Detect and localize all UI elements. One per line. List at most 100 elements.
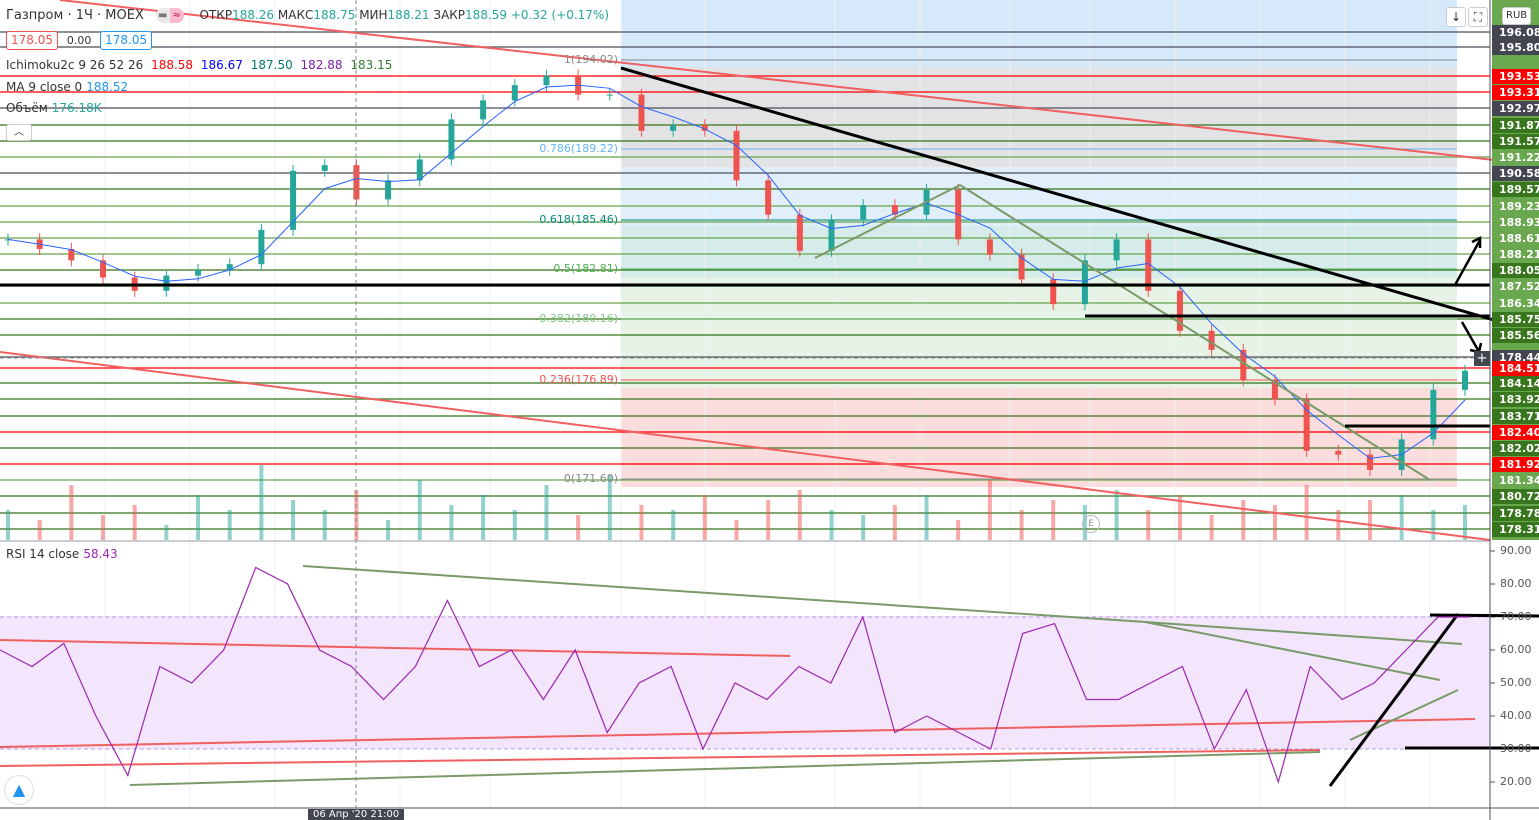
rsi-trend-green-3[interactable] bbox=[1144, 621, 1463, 645]
price-axis-label[interactable]: 191.87 bbox=[1492, 118, 1539, 133]
scroll-to-latest-button[interactable]: ↓ bbox=[1446, 7, 1466, 27]
rsi-level-black-70[interactable] bbox=[1429, 613, 1539, 618]
rsi-axis-label[interactable]: 70.00 bbox=[1500, 610, 1532, 623]
rsi-trend-green-1[interactable] bbox=[129, 751, 1321, 786]
buy-button[interactable]: 178.05 bbox=[100, 31, 153, 50]
crosshair-time-label: 06 Апр '20 21:00 bbox=[308, 809, 405, 820]
volume-bar bbox=[671, 510, 676, 540]
fib-level-label: 0.786(189.22) bbox=[539, 142, 618, 155]
candle bbox=[1145, 239, 1152, 291]
rsi-line bbox=[0, 566, 1470, 785]
sell-button[interactable]: 178.05 bbox=[6, 31, 58, 50]
price-axis-label[interactable]: 196.08 bbox=[1492, 25, 1539, 40]
legend-toggle[interactable]: ▬ ≈ bbox=[155, 8, 184, 23]
price-axis-label[interactable]: 178.31 bbox=[1492, 522, 1539, 537]
candle bbox=[733, 130, 740, 181]
trendline-green-a[interactable] bbox=[814, 184, 961, 259]
candle bbox=[670, 125, 677, 131]
volume-bar bbox=[227, 510, 232, 540]
fib-level-label: 0(171.60) bbox=[563, 472, 618, 485]
price-axis-label[interactable]: 188.61 bbox=[1492, 231, 1539, 246]
price-axis-label[interactable]: 183.92 bbox=[1492, 392, 1539, 407]
rsi-trend-green-4[interactable] bbox=[1144, 621, 1441, 681]
rsi-trend-red-2[interactable] bbox=[0, 749, 1321, 767]
price-axis-label[interactable]: 192.97 bbox=[1492, 101, 1539, 116]
price-axis-label[interactable]: 190.58 bbox=[1492, 166, 1539, 181]
price-axis-label[interactable]: 188.93 bbox=[1492, 215, 1539, 230]
price-axis-label[interactable]: 182.02 bbox=[1492, 441, 1539, 456]
volume-bar bbox=[1304, 485, 1309, 540]
candle bbox=[543, 75, 550, 86]
volume-bar bbox=[69, 485, 74, 540]
rsi-axis-label[interactable]: 40.00 bbox=[1500, 709, 1532, 722]
rsi-axis-label[interactable]: 30.00 bbox=[1500, 742, 1532, 755]
crosshair-plus-icon[interactable]: + bbox=[1474, 351, 1490, 366]
rsi-axis-label[interactable]: 60.00 bbox=[1500, 643, 1532, 656]
price-axis-label[interactable]: 186.34 bbox=[1492, 296, 1539, 311]
rsi-trend-green-5[interactable] bbox=[1349, 689, 1459, 741]
earnings-e-icon[interactable]: E bbox=[1082, 515, 1100, 533]
price-axis-label[interactable]: 183.71 bbox=[1492, 409, 1539, 424]
price-axis-label[interactable]: 189.57 bbox=[1492, 182, 1539, 197]
trade-panel: 178.05 0.00 178.05 bbox=[6, 31, 153, 50]
price-axis-label[interactable]: 185.56 bbox=[1492, 328, 1539, 343]
rsi-axis-label[interactable]: 50.00 bbox=[1500, 676, 1532, 689]
price-axis-label[interactable]: 187.52 bbox=[1492, 279, 1539, 294]
price-axis-label[interactable]: 185.75 bbox=[1492, 312, 1539, 327]
tradingview-logo-icon[interactable]: ▲ bbox=[4, 775, 34, 805]
volume-bar bbox=[101, 515, 106, 540]
volume-bar bbox=[449, 505, 454, 540]
volume-bar bbox=[924, 495, 929, 540]
price-axis-label[interactable]: 193.31 bbox=[1492, 85, 1539, 100]
volume-bar bbox=[1114, 490, 1119, 540]
price-axis-label[interactable]: 182.40 bbox=[1492, 425, 1539, 440]
trendline-red-upper[interactable] bbox=[59, 0, 1539, 166]
rsi-trend-red-3[interactable] bbox=[0, 639, 791, 657]
volume-bar bbox=[132, 505, 137, 540]
candle bbox=[5, 239, 11, 241]
ma-label: MA 9 close 0 bbox=[6, 80, 83, 94]
ma-legend[interactable]: MA 9 close 0 188.52 bbox=[6, 80, 128, 94]
price-axis-label[interactable]: 180.72 bbox=[1492, 489, 1539, 504]
symbol-title[interactable]: Газпром · 1Ч · MOEX bbox=[6, 8, 144, 23]
arrow-up[interactable] bbox=[1453, 239, 1482, 286]
currency-button[interactable]: RUB bbox=[1502, 7, 1532, 25]
rsi-trend-black[interactable] bbox=[1328, 613, 1460, 787]
price-axis-label[interactable]: 188.05 bbox=[1492, 263, 1539, 278]
close-label: ЗАКР bbox=[433, 8, 466, 22]
rsi-axis-label[interactable]: 20.00 bbox=[1500, 775, 1532, 788]
rsi-trend-red-1[interactable] bbox=[0, 718, 1476, 748]
price-axis-label[interactable]: 193.53 bbox=[1492, 69, 1539, 84]
price-axis-label[interactable]: 184.51 bbox=[1492, 361, 1539, 376]
rsi-legend[interactable]: RSI 14 close 58.43 bbox=[6, 547, 118, 561]
candle bbox=[511, 85, 518, 101]
price-axis-label[interactable]: 181.34 bbox=[1492, 473, 1539, 488]
candle bbox=[765, 180, 772, 215]
trendline-red-lower[interactable] bbox=[0, 351, 1491, 541]
price-axis-label[interactable]: 181.92 bbox=[1492, 457, 1539, 472]
price-axis-label[interactable]: 191.57 bbox=[1492, 134, 1539, 149]
volume-legend[interactable]: Объём 176.18K bbox=[6, 101, 102, 115]
candle bbox=[448, 119, 455, 160]
volume-bar bbox=[1336, 510, 1341, 540]
rsi-axis-label[interactable]: 80.00 bbox=[1500, 577, 1532, 590]
ichimoku-legend[interactable]: Ichimoku2c 9 26 52 26 188.58 186.67 187.… bbox=[6, 58, 392, 72]
collapse-legend-button[interactable]: ︿ bbox=[6, 124, 32, 141]
price-axis-label[interactable]: 178.78 bbox=[1492, 506, 1539, 521]
trendline-black-main[interactable] bbox=[620, 66, 1539, 335]
open-label: ОТКР bbox=[199, 8, 233, 22]
trendline-green-b[interactable] bbox=[959, 184, 1431, 481]
price-axis-label[interactable]: 191.22 bbox=[1492, 150, 1539, 165]
fullscreen-button[interactable]: ⛶ bbox=[1468, 7, 1488, 27]
ichimoku-value: 187.50 bbox=[250, 58, 293, 72]
price-axis-label[interactable]: 188.21 bbox=[1492, 247, 1539, 262]
price-axis-label[interactable]: 184.14 bbox=[1492, 376, 1539, 391]
rsi-axis-label[interactable]: 90.00 bbox=[1500, 544, 1532, 557]
price-axis-label[interactable]: 189.23 bbox=[1492, 199, 1539, 214]
arrow-down[interactable] bbox=[1460, 321, 1480, 351]
candle bbox=[100, 260, 107, 278]
rsi-trend-green-2[interactable] bbox=[302, 565, 1146, 623]
price-axis-label[interactable]: 195.80 bbox=[1492, 40, 1539, 55]
